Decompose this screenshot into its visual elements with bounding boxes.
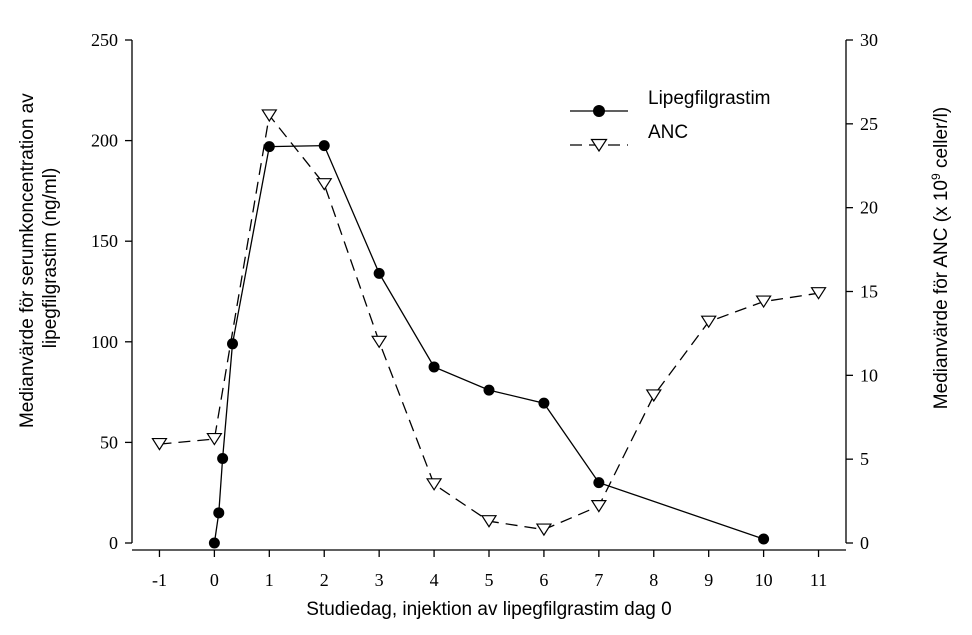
x-tick-label: 3 — [375, 570, 384, 590]
series-line-anc — [159, 113, 819, 531]
y-axis-left-title-line-1: Medianvärde för serumkoncentration av — [17, 93, 38, 428]
legend-label-anc: ANC — [648, 122, 688, 143]
ticks: 0 50 100 150 200 250 0 5 10 15 20 25 30 -1 0 1 2 3 4 5 6 7 8 9 1… — [91, 30, 878, 590]
y-right-tick-label: 30 — [860, 30, 878, 50]
data-point — [261, 109, 278, 123]
x-tick-label: -1 — [152, 570, 167, 590]
y-right-tick-label: 10 — [860, 365, 878, 385]
y-axis-right-title-suffix: celler/l) — [931, 107, 952, 174]
legend-marker-anc — [590, 138, 608, 153]
data-point — [700, 315, 717, 329]
y-right-tick-label: 5 — [860, 449, 869, 469]
data-point — [645, 389, 662, 403]
data-point — [810, 287, 827, 300]
x-tick-label: 6 — [539, 570, 548, 590]
x-tick-label: 11 — [810, 570, 827, 590]
legend-marker-lipegfilgrastim — [593, 105, 605, 117]
data-point — [318, 140, 330, 152]
data-point — [227, 338, 239, 350]
data-point — [425, 478, 443, 491]
y-axis-right-title: Medianvärde för ANC (x 109 celler/l) — [929, 107, 952, 409]
data-point — [593, 477, 605, 489]
x-tick-label: 7 — [594, 570, 603, 590]
data-point — [213, 507, 225, 519]
legend-label-lipegfilgrastim: Lipegfilgrastim — [648, 88, 771, 109]
y-axis-left-title: Medianvärde för serumkoncentration av li… — [17, 88, 61, 428]
data-point — [535, 523, 553, 537]
legend: Lipegfilgrastim ANC — [570, 88, 771, 153]
y-axis-right-title-prefix: Medianvärde för ANC (x 10 — [931, 180, 952, 409]
y-right-tick-label: 0 — [860, 533, 869, 553]
x-tick-label: 0 — [210, 570, 219, 590]
y-right-tick-label: 25 — [860, 114, 878, 134]
x-tick-label: 5 — [485, 570, 494, 590]
series-line-lipegfilgrastim — [213, 144, 764, 544]
data-point — [373, 267, 385, 279]
y-left-tick-label: 50 — [100, 432, 118, 452]
x-tick-label: 9 — [704, 570, 713, 590]
data-point — [758, 533, 770, 545]
data-point — [217, 452, 229, 464]
x-axis-title: Studiedag, injektion av lipegfilgrastim … — [306, 599, 671, 620]
y-axis-right-title-superscript: 9 — [929, 173, 943, 180]
data-point — [316, 178, 333, 191]
x-tick-label: 1 — [265, 570, 274, 590]
data-point — [755, 295, 772, 309]
y-left-tick-label: 250 — [91, 30, 118, 50]
data-point — [371, 335, 388, 349]
x-tick-label: 8 — [649, 570, 658, 590]
data-point — [538, 397, 550, 409]
data-point — [480, 515, 498, 528]
y-right-tick-label: 20 — [860, 198, 878, 218]
data-point — [590, 500, 607, 513]
data-point — [483, 384, 495, 396]
y-left-tick-label: 150 — [91, 231, 118, 251]
series-anc — [151, 109, 827, 537]
x-tick-label: 4 — [430, 570, 439, 590]
y-axis-left-title-line-2: lipegfilgrastim (ng/ml) — [40, 168, 61, 349]
y-right-tick-label: 15 — [860, 282, 878, 302]
series-lipegfilgrastim — [208, 140, 770, 549]
x-tick-label: 10 — [755, 570, 773, 590]
data-point — [208, 537, 220, 549]
data-point — [206, 432, 223, 446]
data-point — [151, 437, 168, 451]
x-tick-label: 2 — [320, 570, 329, 590]
y-left-tick-label: 100 — [91, 332, 118, 352]
y-left-tick-label: 0 — [109, 533, 118, 553]
data-point — [263, 141, 275, 153]
y-left-tick-label: 200 — [91, 131, 118, 151]
data-point — [428, 361, 440, 373]
